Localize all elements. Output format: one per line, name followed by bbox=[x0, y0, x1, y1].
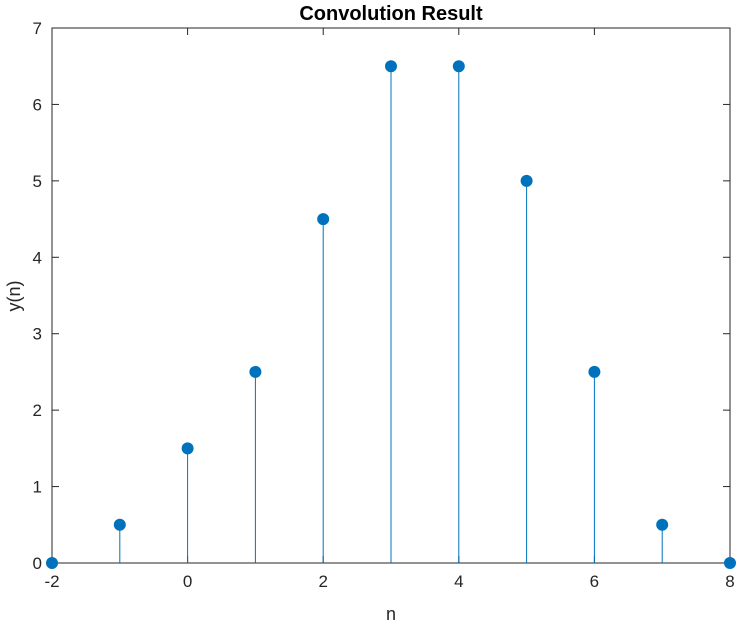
y-tick-label: 3 bbox=[33, 325, 42, 344]
chart-title: Convolution Result bbox=[299, 3, 483, 25]
y-tick-label: 6 bbox=[33, 95, 42, 114]
x-tick-label: 8 bbox=[725, 572, 734, 591]
stem-marker bbox=[317, 213, 330, 226]
stem-marker bbox=[249, 365, 262, 378]
stem-marker bbox=[385, 60, 397, 73]
y-tick-label: 2 bbox=[33, 401, 42, 420]
x-tick-label: 6 bbox=[590, 572, 599, 591]
y-tick-label: 7 bbox=[33, 19, 42, 38]
y-axis: 0 1 2 3 4 5 6 7 bbox=[33, 19, 730, 573]
y-tick-label: 1 bbox=[33, 478, 42, 497]
stem-marker bbox=[656, 518, 669, 531]
y-tick-label: 0 bbox=[33, 554, 42, 573]
stem-marker bbox=[113, 518, 126, 531]
y-axis-label: y(n) bbox=[4, 281, 24, 312]
stem-marker bbox=[452, 60, 465, 73]
x-tick-label: 4 bbox=[454, 572, 463, 591]
x-axis: -2 0 2 4 6 8 bbox=[44, 28, 735, 591]
x-axis-label: n bbox=[386, 604, 396, 624]
x-tick-label: 2 bbox=[318, 572, 327, 591]
stem-marker bbox=[46, 557, 58, 569]
y-tick-label: 5 bbox=[33, 172, 42, 191]
x-tick-label: 0 bbox=[183, 572, 192, 591]
stem-marker bbox=[520, 174, 533, 187]
x-tick-label: -2 bbox=[44, 572, 59, 591]
stem-marker bbox=[724, 557, 736, 569]
stem-marker bbox=[181, 442, 194, 455]
stem-marker bbox=[588, 365, 601, 378]
stem-series bbox=[46, 60, 736, 569]
y-tick-label: 4 bbox=[33, 248, 42, 267]
